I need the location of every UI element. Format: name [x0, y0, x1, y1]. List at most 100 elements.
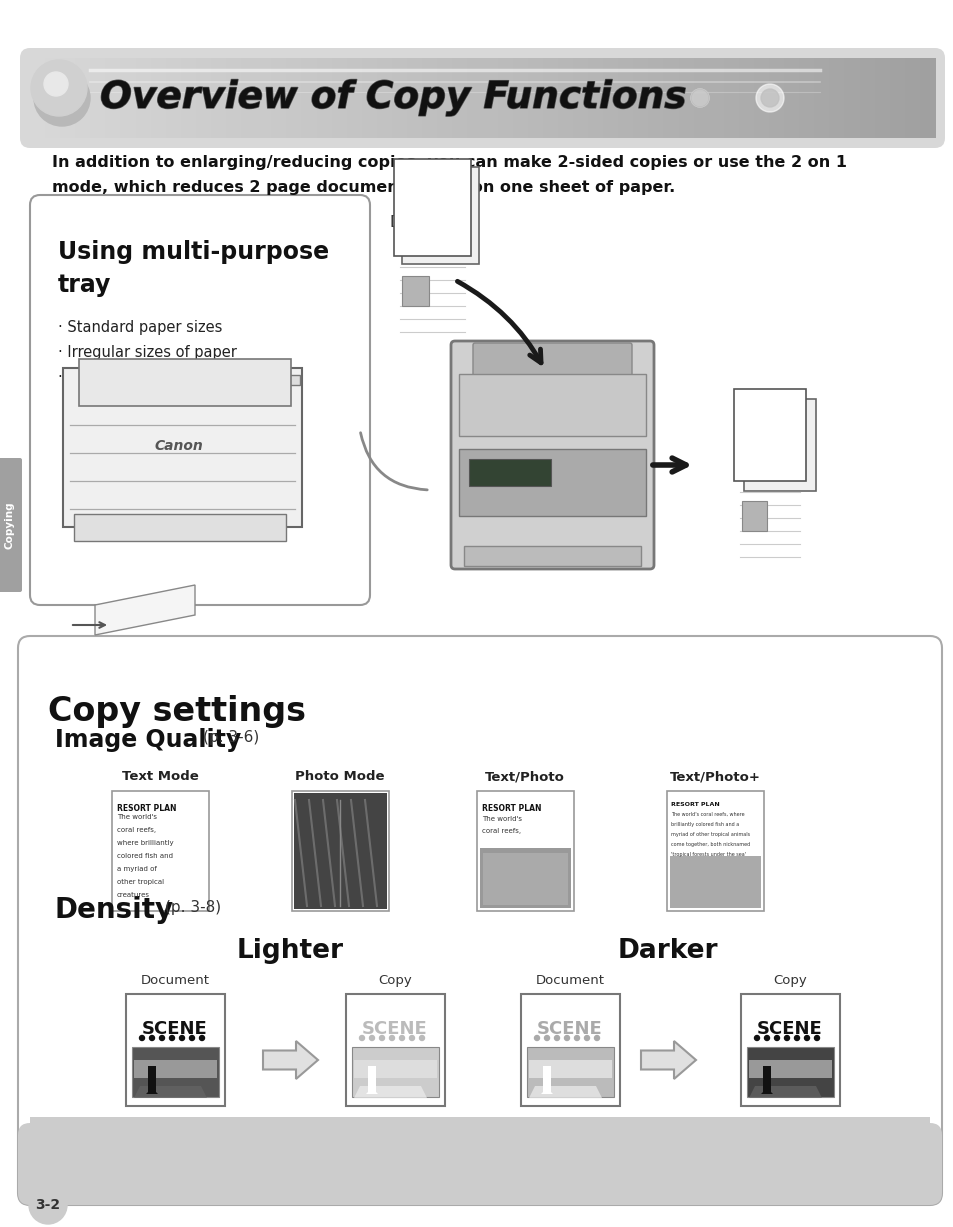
FancyBboxPatch shape [463, 546, 640, 566]
Text: coral reefs,: coral reefs, [481, 828, 520, 834]
FancyBboxPatch shape [352, 1047, 438, 1097]
Text: RESORT PLAN: RESORT PLAN [481, 804, 541, 814]
Circle shape [179, 1036, 184, 1040]
Circle shape [139, 1036, 144, 1040]
Bar [573, 58, 588, 137]
Text: RESORT PLAN: RESORT PLAN [117, 804, 176, 814]
Bar [181, 58, 196, 137]
Bar [60, 58, 76, 137]
Text: a myriad of: a myriad of [117, 866, 156, 872]
Bar [241, 58, 257, 137]
Text: (p. 3-6): (p. 3-6) [203, 730, 259, 745]
Bar [843, 58, 860, 137]
Circle shape [199, 1036, 204, 1040]
Circle shape [594, 1036, 598, 1040]
Text: Image Quality: Image Quality [55, 728, 241, 752]
Bar [618, 58, 634, 137]
FancyBboxPatch shape [112, 791, 209, 910]
Polygon shape [85, 375, 299, 385]
FancyBboxPatch shape [292, 791, 389, 910]
Bar [648, 58, 664, 137]
FancyBboxPatch shape [126, 994, 225, 1106]
Polygon shape [760, 1088, 772, 1094]
Circle shape [783, 1036, 789, 1040]
Circle shape [814, 1036, 819, 1040]
Circle shape [760, 90, 779, 107]
FancyBboxPatch shape [458, 449, 645, 517]
Bar [195, 58, 212, 137]
Bar [874, 58, 890, 137]
Bar [135, 58, 152, 137]
Circle shape [534, 1036, 539, 1040]
Text: mode, which reduces 2 page documents to fit on one sheet of paper.: mode, which reduces 2 page documents to … [52, 180, 675, 195]
Text: Text/Photo: Text/Photo [484, 771, 564, 783]
Circle shape [369, 1036, 375, 1040]
Bar [211, 58, 227, 137]
Bar [814, 58, 829, 137]
Polygon shape [366, 1088, 377, 1094]
Circle shape [774, 1036, 779, 1040]
Bar [768, 58, 784, 137]
Circle shape [755, 83, 783, 112]
Bar [678, 58, 694, 137]
Text: Document: Document [140, 974, 210, 987]
Text: Photo Mode: Photo Mode [294, 771, 384, 783]
Bar [361, 58, 377, 137]
FancyBboxPatch shape [401, 167, 478, 264]
Text: · Irregular sizes of paper: · Irregular sizes of paper [58, 345, 236, 360]
Circle shape [544, 1036, 549, 1040]
FancyArrow shape [640, 1040, 696, 1079]
Circle shape [794, 1036, 799, 1040]
Circle shape [409, 1036, 414, 1040]
FancyBboxPatch shape [18, 636, 941, 1205]
Circle shape [754, 1036, 759, 1040]
Bar [783, 58, 800, 137]
FancyBboxPatch shape [473, 344, 631, 398]
FancyBboxPatch shape [746, 1047, 833, 1097]
Text: coral reefs,: coral reefs, [117, 827, 156, 833]
Text: 3-2: 3-2 [35, 1198, 60, 1212]
Text: Lighter: Lighter [236, 937, 343, 964]
FancyBboxPatch shape [346, 994, 444, 1106]
Circle shape [389, 1036, 395, 1040]
Bar [633, 58, 649, 137]
Circle shape [554, 1036, 558, 1040]
Bar [602, 58, 618, 137]
Text: Canon: Canon [154, 439, 204, 453]
FancyBboxPatch shape [743, 399, 815, 491]
Bar [452, 58, 468, 137]
Circle shape [379, 1036, 384, 1040]
Bar [762, 1066, 770, 1094]
Bar [482, 853, 567, 906]
Bar [479, 848, 571, 908]
Bar [256, 58, 272, 137]
Bar [354, 1060, 436, 1079]
Text: Copy settings: Copy settings [48, 694, 306, 728]
FancyBboxPatch shape [401, 276, 429, 306]
Polygon shape [354, 1086, 427, 1098]
Polygon shape [540, 1088, 553, 1094]
Bar [889, 58, 905, 137]
FancyBboxPatch shape [526, 1047, 614, 1097]
Bar [542, 58, 558, 137]
FancyBboxPatch shape [18, 1123, 941, 1205]
Circle shape [803, 1036, 809, 1040]
FancyBboxPatch shape [0, 458, 22, 591]
Text: RESORT PLAN: RESORT PLAN [670, 802, 719, 807]
Bar [587, 58, 603, 137]
Bar [828, 58, 844, 137]
Bar [708, 58, 724, 137]
Bar [120, 58, 136, 137]
Text: · Envelopes: · Envelopes [58, 371, 142, 385]
Circle shape [44, 72, 68, 96]
FancyBboxPatch shape [476, 791, 574, 910]
Bar [799, 58, 815, 137]
Text: SCENE: SCENE [757, 1020, 822, 1038]
Text: · Standard paper sizes: · Standard paper sizes [58, 320, 222, 335]
Circle shape [763, 1036, 769, 1040]
Bar [151, 58, 167, 137]
FancyBboxPatch shape [20, 48, 944, 148]
Bar [368, 1066, 375, 1094]
Circle shape [690, 90, 708, 107]
Text: 'tropical forests under the sea': 'tropical forests under the sea' [670, 852, 745, 856]
